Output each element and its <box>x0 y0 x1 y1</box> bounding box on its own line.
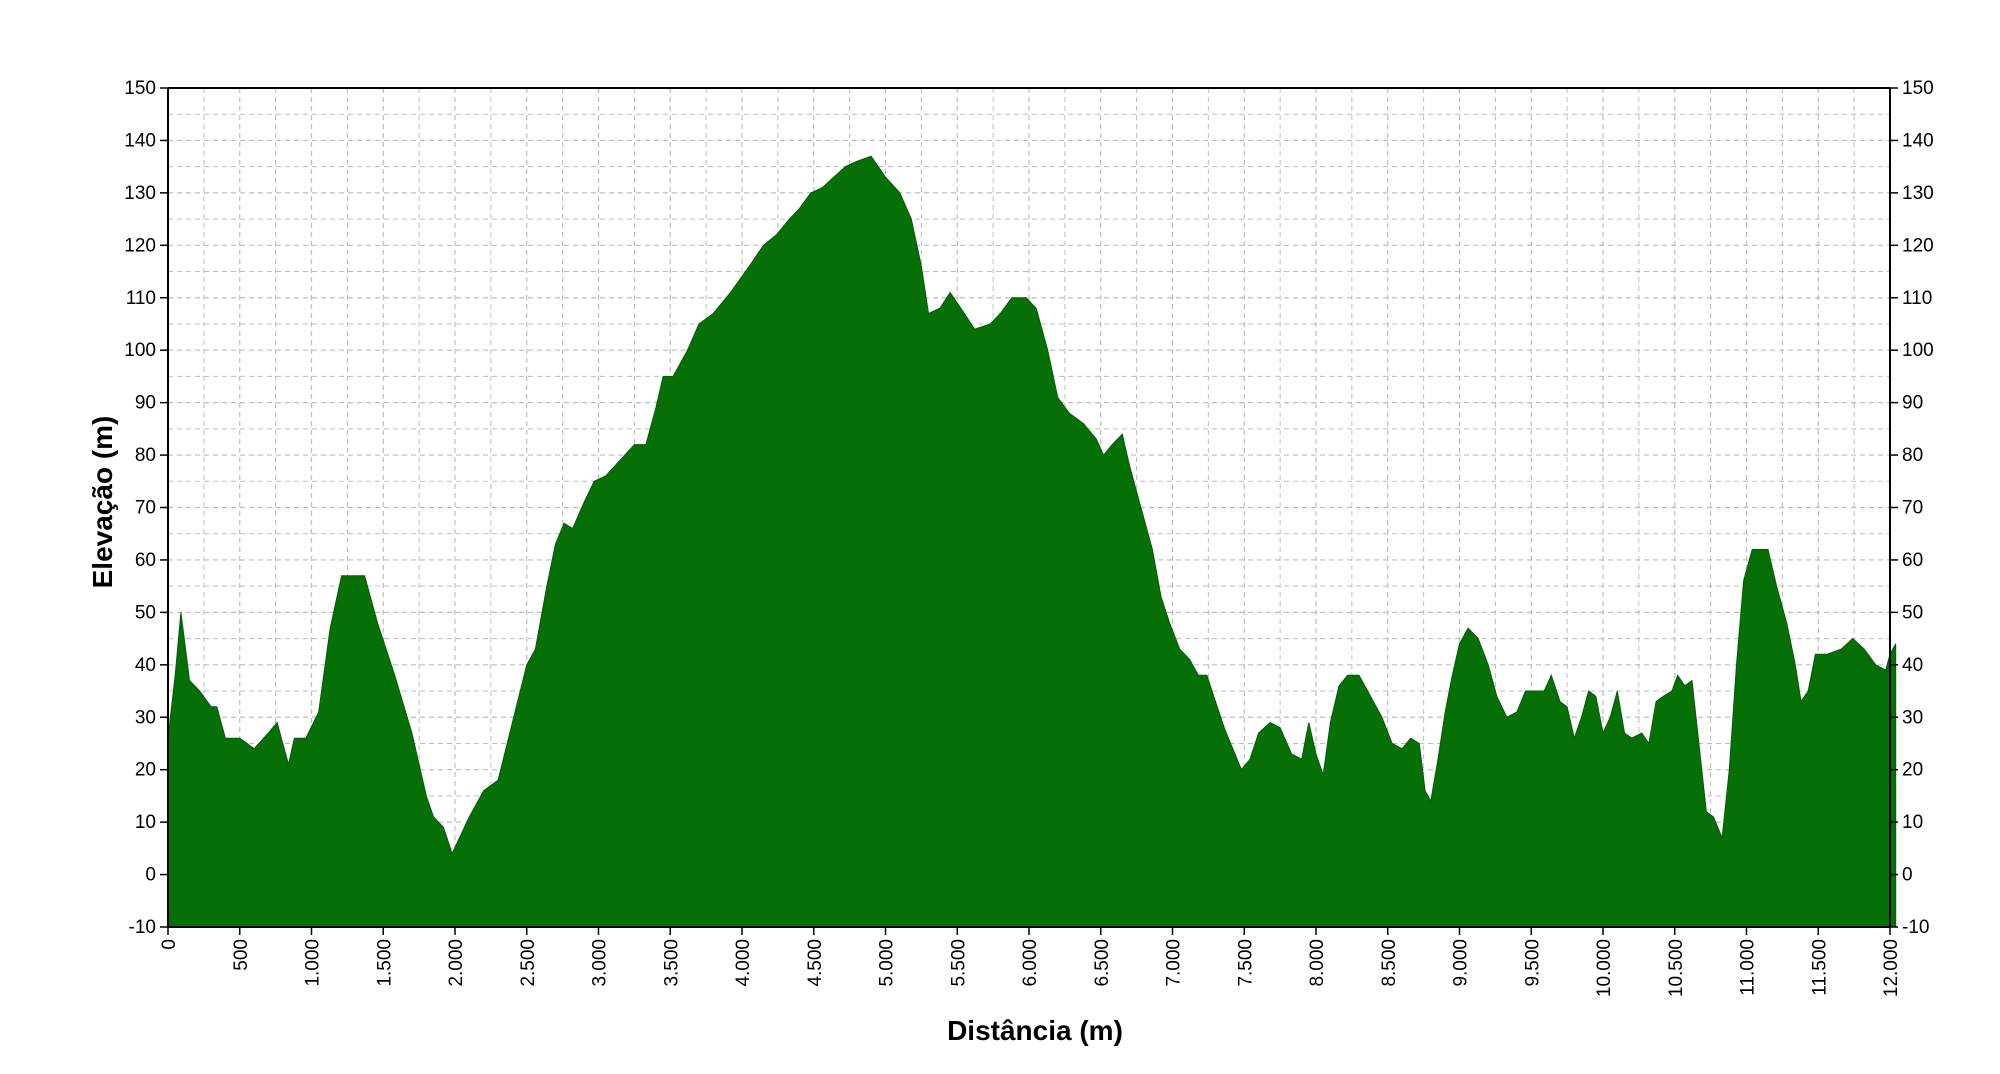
x-tick-label: 3.000 <box>590 939 611 987</box>
x-tick-label: 5.500 <box>948 939 969 987</box>
y-axis-right-labels: -10 0 10 20 30 40 50 60 70 80 90 100 110 120 130 140 150 <box>1890 78 1934 938</box>
y-axis-left-labels: -10 0 10 20 30 40 50 60 70 80 90 100 110 120 130 140 150 <box>124 78 168 938</box>
x-tick-label: 4.500 <box>805 939 826 987</box>
x-tick-label: 12.000 <box>1881 939 1902 997</box>
y-tick-label-left: 0 <box>145 865 156 886</box>
x-axis-labels: 0 500 1.000 1.500 2.000 2.500 3.000 3.500 4.000 4… <box>159 927 1902 997</box>
y-tick-label-left: 130 <box>124 183 156 204</box>
y-tick-label-left: 30 <box>135 707 156 728</box>
x-tick-label: 2.000 <box>446 939 467 987</box>
y-tick-label-right: -10 <box>1902 917 1929 938</box>
y-tick-label-left: 90 <box>135 393 156 414</box>
x-tick-label: 11.500 <box>1809 939 1830 996</box>
y-tick-label-right: 40 <box>1902 655 1923 676</box>
y-tick-label-right: 140 <box>1902 130 1934 151</box>
x-tick-label: 10.000 <box>1594 939 1615 997</box>
y-tick-label-left: 80 <box>135 445 156 466</box>
y-tick-label-left: 50 <box>135 602 156 623</box>
y-tick-label-right: 30 <box>1902 707 1923 728</box>
x-tick-label: 4.000 <box>733 939 754 987</box>
y-tick-label-left: 20 <box>135 760 156 781</box>
x-axis-title: Distância (m) <box>947 1015 1123 1046</box>
y-tick-label-right: 130 <box>1902 183 1934 204</box>
x-tick-label: 8.500 <box>1379 939 1400 987</box>
x-tick-label: 11.000 <box>1738 939 1759 996</box>
y-tick-label-left: 10 <box>135 812 156 833</box>
x-tick-label: 6.500 <box>1092 939 1113 987</box>
y-tick-label-left: 110 <box>126 288 156 309</box>
x-tick-label: 9.500 <box>1522 939 1543 987</box>
y-tick-label-right: 60 <box>1902 550 1923 571</box>
y-tick-label-right: 0 <box>1902 865 1913 886</box>
y-tick-label-left: 40 <box>135 655 156 676</box>
y-tick-label-left: 120 <box>124 235 156 256</box>
elevation-area <box>167 155 1897 928</box>
y-tick-label-right: 50 <box>1902 602 1923 623</box>
y-axis-title: Elevação (m) <box>87 416 118 589</box>
y-tick-label-right: 120 <box>1902 235 1934 256</box>
y-tick-label-left: 60 <box>135 550 156 571</box>
x-tick-label: 7.500 <box>1235 939 1256 987</box>
x-tick-label: 7.000 <box>1164 939 1185 987</box>
y-tick-label-left: 70 <box>135 498 156 519</box>
y-tick-label-left: 140 <box>124 130 156 151</box>
y-tick-label-right: 80 <box>1902 445 1923 466</box>
x-tick-label: 1.000 <box>303 939 324 987</box>
y-tick-label-left: 150 <box>124 78 156 99</box>
x-tick-label: 5.000 <box>877 939 898 987</box>
y-tick-label-right: 10 <box>1902 812 1923 833</box>
y-tick-label-right: 110 <box>1902 288 1932 309</box>
y-tick-label-right: 150 <box>1902 78 1934 99</box>
y-tick-label-right: 90 <box>1902 393 1923 414</box>
y-tick-label-left: 100 <box>124 340 156 361</box>
x-tick-label: 10.500 <box>1666 939 1687 997</box>
x-tick-label: 2.500 <box>518 939 539 987</box>
y-tick-label-right: 70 <box>1902 498 1923 519</box>
x-tick-label: 500 <box>231 939 252 971</box>
x-tick-label: 3.500 <box>661 939 682 987</box>
x-tick-label: 0 <box>159 939 180 950</box>
y-tick-label-right: 20 <box>1902 760 1923 781</box>
y-tick-label-right: 100 <box>1902 340 1934 361</box>
x-tick-label: 9.000 <box>1451 939 1472 987</box>
x-tick-label: 8.000 <box>1307 939 1328 987</box>
x-tick-label: 6.000 <box>1020 939 1041 987</box>
x-tick-label: 1.500 <box>374 939 395 987</box>
y-tick-label-left: -10 <box>129 917 156 938</box>
